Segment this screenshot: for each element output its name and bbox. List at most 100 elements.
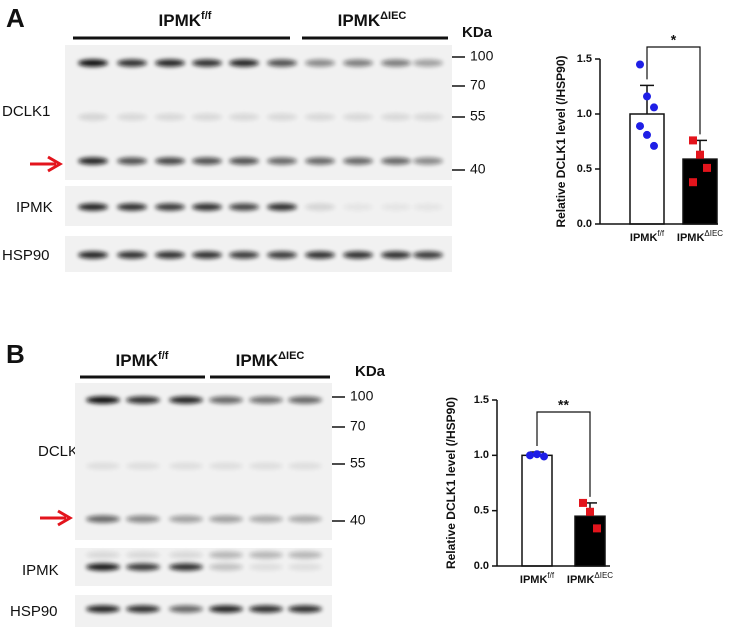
band xyxy=(343,157,373,165)
band xyxy=(209,551,243,559)
row-label: HSP90 xyxy=(10,603,58,620)
band xyxy=(155,59,185,67)
data-point xyxy=(650,141,658,150)
band xyxy=(78,113,108,121)
arrow xyxy=(40,509,73,527)
x-tick-label: IPMKΔIEC xyxy=(677,229,723,244)
group-label: IPMKf/f xyxy=(159,10,212,31)
significance-bracket xyxy=(646,46,701,135)
band xyxy=(86,515,120,523)
band xyxy=(288,515,322,523)
band xyxy=(169,462,203,470)
band xyxy=(86,462,120,470)
marker-label: 100 xyxy=(470,48,494,64)
band xyxy=(229,203,259,211)
y-axis-label: Relative DCLK1 level (/HSP90) xyxy=(444,397,458,569)
band xyxy=(169,605,203,613)
band xyxy=(86,396,120,404)
band xyxy=(229,157,259,165)
band xyxy=(155,203,185,211)
band xyxy=(267,59,297,67)
arrow xyxy=(30,155,63,173)
x-tick-label: IPMKΔIEC xyxy=(567,571,613,586)
band xyxy=(381,113,411,121)
band xyxy=(229,59,259,67)
y-tick-label: 0.0 xyxy=(577,218,592,230)
marker-label: 55 xyxy=(350,455,366,471)
y-tick-label: 1.5 xyxy=(577,53,592,65)
band xyxy=(413,251,443,259)
band xyxy=(169,396,203,404)
band xyxy=(86,563,120,571)
bar xyxy=(574,515,606,567)
unit: KDa xyxy=(355,363,386,380)
band xyxy=(209,605,243,613)
band xyxy=(155,157,185,165)
y-tick-label: 1.0 xyxy=(474,449,489,461)
band xyxy=(169,515,203,523)
category-text: IPMK xyxy=(520,574,548,586)
band xyxy=(413,113,443,121)
band xyxy=(381,251,411,259)
data-point xyxy=(643,130,651,139)
data-point xyxy=(533,450,541,459)
band xyxy=(305,59,335,67)
y-axis-label: Relative DCLK1 level (/HSP90) xyxy=(554,55,568,227)
band xyxy=(209,396,243,404)
marker-label: 40 xyxy=(470,161,486,177)
band xyxy=(192,59,222,67)
data-point xyxy=(540,452,548,461)
y-tick-label: 1.0 xyxy=(577,108,592,120)
bar xyxy=(521,454,553,567)
band xyxy=(249,605,283,613)
marker-label: 40 xyxy=(350,512,366,528)
band xyxy=(249,396,283,404)
data-point xyxy=(636,122,644,131)
band xyxy=(305,113,335,121)
band xyxy=(343,113,373,121)
row-label: DCLK1 xyxy=(2,103,50,120)
band xyxy=(126,551,160,559)
band xyxy=(78,251,108,259)
unit: KDa xyxy=(462,24,493,41)
band xyxy=(249,563,283,571)
band xyxy=(249,462,283,470)
band xyxy=(288,563,322,571)
row-label: HSP90 xyxy=(2,247,50,264)
band xyxy=(267,251,297,259)
band xyxy=(249,551,283,559)
band xyxy=(288,605,322,613)
data-point xyxy=(689,178,697,187)
band xyxy=(229,113,259,121)
band xyxy=(343,251,373,259)
band xyxy=(305,203,335,211)
data-point xyxy=(526,451,534,460)
band xyxy=(305,251,335,259)
x-tick-label: IPMKf/f xyxy=(630,229,665,244)
band xyxy=(413,157,443,165)
band xyxy=(288,396,322,404)
band xyxy=(78,203,108,211)
band xyxy=(192,251,222,259)
band xyxy=(381,203,411,211)
bar xyxy=(629,113,665,225)
row-label: IPMK xyxy=(22,562,59,579)
band xyxy=(126,605,160,613)
band xyxy=(126,563,160,571)
band xyxy=(381,59,411,67)
band xyxy=(86,551,120,559)
group-label: IPMKΔIEC xyxy=(236,350,305,371)
band xyxy=(413,59,443,67)
row-label: IPMK xyxy=(16,199,53,216)
bar xyxy=(682,158,718,225)
band xyxy=(155,113,185,121)
category-text: IPMK xyxy=(677,232,705,244)
band xyxy=(288,462,322,470)
panel-label: B xyxy=(6,339,25,369)
band xyxy=(209,515,243,523)
band xyxy=(381,157,411,165)
data-point xyxy=(689,136,697,145)
band xyxy=(78,59,108,67)
band xyxy=(209,563,243,571)
x-tick-label: IPMKf/f xyxy=(520,571,555,586)
